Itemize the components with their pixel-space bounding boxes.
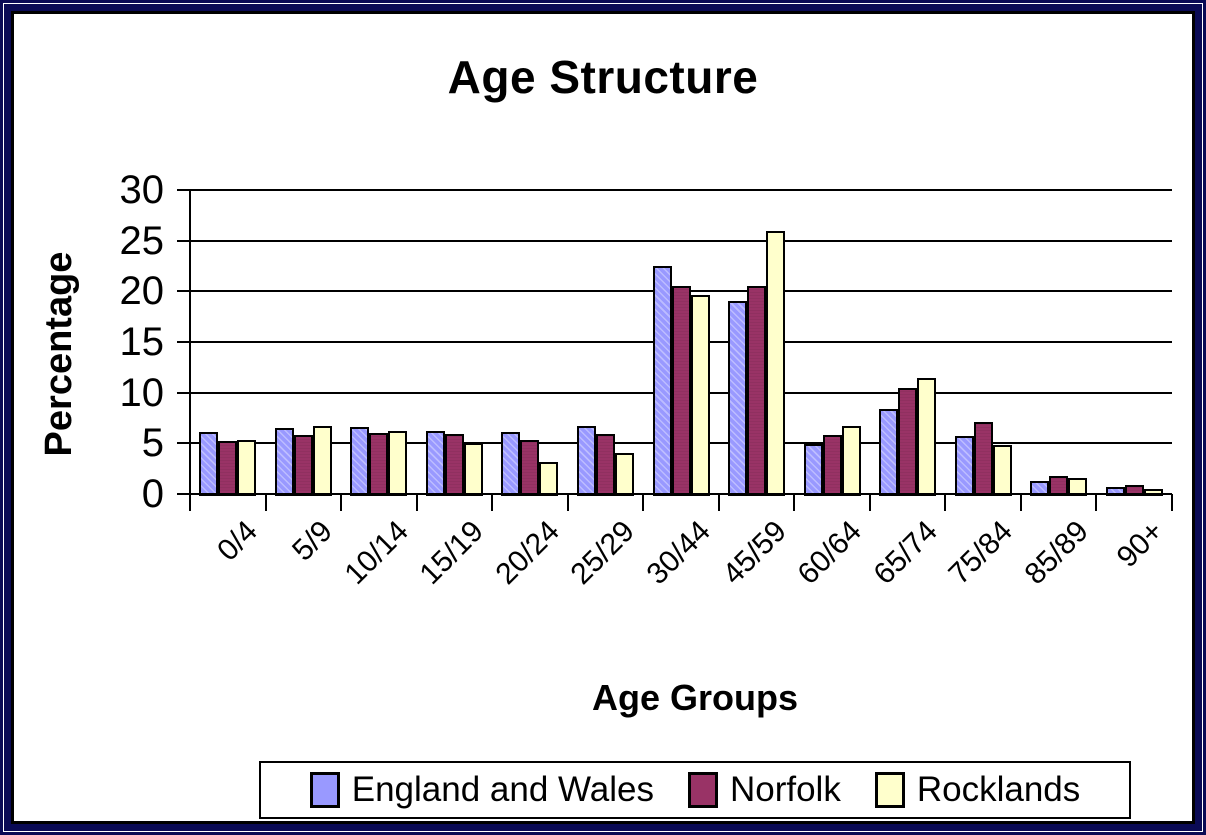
bar-norfolk-10-14 bbox=[369, 433, 389, 496]
x-tick-mark bbox=[944, 494, 947, 511]
bar-rocklands-5-9 bbox=[312, 426, 332, 496]
bar-rocklands-45-59 bbox=[766, 230, 786, 496]
x-tick-mark bbox=[1019, 494, 1022, 511]
y-tick-label: 0 bbox=[141, 472, 164, 516]
chart-title: Age Structure bbox=[447, 51, 759, 103]
x-tick-mark bbox=[566, 494, 569, 511]
bar-england-and-wales-20-24 bbox=[501, 432, 521, 496]
y-tick-mark bbox=[177, 391, 190, 394]
bar-rocklands-30-44 bbox=[690, 295, 710, 496]
x-tick-mark bbox=[868, 494, 871, 511]
chart-panel: Age Structure Percentage Age Groups Engl… bbox=[11, 11, 1195, 824]
bar-england-and-wales-45-59 bbox=[728, 301, 748, 496]
x-category-label: 10/14 bbox=[338, 514, 415, 592]
x-axis-title: Age Groups bbox=[591, 677, 798, 718]
bar-norfolk-30-44 bbox=[671, 286, 691, 496]
x-tick-mark bbox=[1095, 494, 1098, 511]
x-category-label: 60/64 bbox=[791, 514, 868, 592]
bar-rocklands-60-64 bbox=[841, 426, 861, 496]
bar-norfolk-85-89 bbox=[1049, 475, 1069, 496]
x-tick-mark bbox=[340, 494, 343, 511]
y-tick-label: 5 bbox=[141, 421, 164, 466]
x-category-label: 20/24 bbox=[489, 514, 566, 592]
bar-norfolk-75-84 bbox=[973, 422, 993, 496]
y-gridline bbox=[190, 189, 1172, 191]
y-tick-label: 25 bbox=[119, 218, 165, 263]
legend-label: Norfolk bbox=[729, 770, 841, 809]
y-tick-mark bbox=[177, 493, 190, 495]
bar-england-and-wales-10-14 bbox=[350, 427, 370, 496]
bar-rocklands-20-24 bbox=[539, 461, 559, 496]
legend-swatch-icon bbox=[874, 772, 905, 808]
x-category-label: 5/9 bbox=[286, 514, 340, 568]
x-tick-mark bbox=[1171, 494, 1173, 511]
legend-swatch-icon bbox=[687, 772, 718, 808]
x-axis-line bbox=[189, 493, 1172, 495]
x-tick-mark bbox=[415, 494, 418, 511]
y-gridline bbox=[190, 239, 1172, 242]
y-axis-title: Percentage bbox=[38, 251, 80, 457]
bar-norfolk-60-64 bbox=[822, 435, 842, 496]
x-tick-mark bbox=[717, 494, 720, 511]
y-tick-mark bbox=[177, 341, 190, 343]
legend-label: Rocklands bbox=[916, 770, 1081, 809]
bar-norfolk-25-29 bbox=[595, 434, 615, 496]
bar-england-and-wales-0-4 bbox=[199, 432, 219, 496]
x-category-label: 45/59 bbox=[716, 514, 793, 592]
bar-england-and-wales-75-84 bbox=[954, 436, 974, 496]
bar-norfolk-5-9 bbox=[293, 435, 313, 496]
bar-england-and-wales-25-29 bbox=[576, 426, 596, 496]
x-category-label: 15/19 bbox=[413, 514, 491, 592]
x-category-label: 30/44 bbox=[640, 514, 717, 592]
x-category-label: 75/84 bbox=[942, 514, 1020, 592]
x-category-label: 25/29 bbox=[564, 514, 642, 592]
y-tick-mark bbox=[177, 442, 190, 445]
legend-entry-norfolk: Norfolk bbox=[687, 770, 841, 810]
bar-england-and-wales-15-19 bbox=[425, 431, 445, 496]
x-category-label: 0/4 bbox=[210, 514, 264, 568]
legend-label: England and Wales bbox=[351, 770, 654, 809]
bar-norfolk-65-74 bbox=[898, 387, 918, 496]
y-tick-mark bbox=[177, 239, 190, 242]
bar-rocklands-75-84 bbox=[992, 445, 1012, 496]
legend-entry-england-and-wales: England and Wales bbox=[309, 770, 654, 810]
bar-england-and-wales-65-74 bbox=[879, 408, 899, 496]
y-tick-label: 15 bbox=[119, 320, 165, 364]
bar-rocklands-15-19 bbox=[463, 443, 483, 496]
bar-norfolk-45-59 bbox=[747, 286, 767, 496]
legend-entry-rocklands: Rocklands bbox=[874, 770, 1081, 810]
x-tick-mark bbox=[642, 494, 645, 511]
bar-england-and-wales-5-9 bbox=[274, 428, 294, 496]
x-tick-mark bbox=[189, 494, 191, 511]
y-tick-mark bbox=[177, 290, 190, 293]
x-category-label: 85/89 bbox=[1018, 514, 1095, 592]
bar-norfolk-20-24 bbox=[520, 440, 540, 496]
y-axis-line bbox=[189, 189, 191, 495]
y-tick-mark bbox=[177, 189, 190, 191]
y-tick-label: 20 bbox=[119, 269, 165, 314]
bar-rocklands-0-4 bbox=[237, 440, 257, 496]
bar-rocklands-10-14 bbox=[388, 431, 408, 496]
y-tick-label: 10 bbox=[119, 370, 165, 415]
bar-rocklands-25-29 bbox=[614, 453, 634, 496]
bar-rocklands-65-74 bbox=[917, 378, 937, 496]
y-tick-label: 30 bbox=[119, 168, 165, 212]
x-tick-mark bbox=[491, 494, 494, 511]
bar-england-and-wales-30-44 bbox=[652, 266, 672, 496]
x-category-label: 65/74 bbox=[867, 514, 944, 592]
x-category-label: 90+ bbox=[1110, 514, 1171, 574]
bar-norfolk-0-4 bbox=[218, 441, 238, 496]
legend-swatch-icon bbox=[309, 772, 340, 808]
x-tick-mark bbox=[793, 494, 796, 511]
bar-norfolk-15-19 bbox=[444, 434, 464, 496]
x-tick-mark bbox=[264, 494, 267, 511]
bar-england-and-wales-60-64 bbox=[803, 444, 823, 496]
legend: England and Wales Norfolk Rocklands bbox=[259, 761, 1131, 819]
